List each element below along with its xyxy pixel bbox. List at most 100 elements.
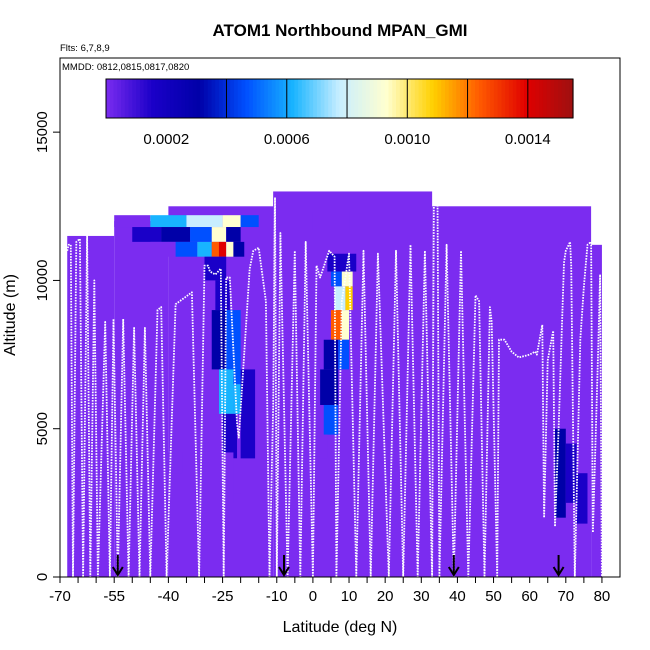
colorbar-cell-32	[226, 79, 231, 118]
colorbar-cell-43	[267, 79, 273, 118]
colorbar-cell-81	[411, 79, 416, 118]
heatmap-cell-29	[330, 271, 342, 287]
heatmap-cell-32	[345, 286, 353, 311]
heatmap-cell-38	[323, 404, 339, 435]
heatmap-cell-16	[233, 241, 245, 257]
colorbar-cell-90	[444, 79, 450, 118]
colorbar-cell-79	[403, 79, 408, 118]
colorbar-cell-11	[147, 79, 152, 118]
colorbar-cell-87	[433, 79, 439, 118]
colorbar-cell-119	[554, 79, 559, 118]
colorbar-cell-107	[508, 79, 514, 118]
heatmap-cell-0	[114, 215, 151, 228]
colorbar-cell-113	[531, 79, 536, 118]
y-tick-label-2: 10000	[34, 260, 51, 302]
x-tick-label-3: -25	[212, 588, 234, 605]
heatmap-cell-18	[215, 280, 230, 311]
colorbar-cell-88	[437, 79, 442, 118]
colorbar-cell-66	[354, 79, 359, 118]
heatmap-cell-28	[327, 253, 357, 272]
heatmap-cell-22	[233, 384, 245, 414]
colorbar-cell-92	[452, 79, 457, 118]
colorbar-cell-117	[546, 79, 552, 118]
colorbar-cell-67	[358, 79, 363, 118]
colorbar-cell-47	[283, 79, 288, 118]
colorbar-cell-8	[136, 79, 141, 118]
colorbar-cell-118	[550, 79, 555, 118]
colorbar-tick-label-1: 0.0006	[264, 131, 310, 148]
colorbar-cell-61	[335, 79, 341, 118]
heatmap-cell-36	[338, 339, 350, 370]
colorbar-cell-68	[362, 79, 367, 118]
colorbar-tick-label-3: 0.0014	[505, 131, 551, 148]
colorbar-cell-36	[241, 79, 246, 118]
heatmap-cell-2	[186, 215, 223, 228]
colorbar-cell-20	[181, 79, 186, 118]
heatmap-cell-7	[190, 227, 212, 242]
colorbar-cell-9	[139, 79, 145, 118]
colorbar-cell-64	[347, 79, 352, 118]
colorbar-cell-22	[188, 79, 194, 118]
colorbar-cell-115	[539, 79, 544, 118]
colorbar-cell-39	[252, 79, 258, 118]
colorbar-cell-120	[557, 79, 563, 118]
colorbar-cell-108	[512, 79, 518, 118]
heatmap-cell-17	[204, 256, 227, 281]
colorbar-cell-83	[418, 79, 423, 118]
colorbar-tick-label-0: 0.0002	[143, 131, 189, 148]
heatmap-cell-3	[222, 215, 241, 228]
colorbar-cell-63	[343, 79, 348, 118]
heatmap-cell-26	[276, 215, 288, 236]
heatmap-cell-41	[554, 428, 566, 518]
heatmap-region-4	[432, 206, 592, 578]
colorbar-cells	[106, 79, 574, 118]
colorbar-cell-28	[211, 79, 216, 118]
colorbar-cell-85	[426, 79, 431, 118]
colorbar-cell-2	[113, 79, 118, 118]
colorbar-cell-51	[298, 79, 303, 118]
colorbar-cell-40	[256, 79, 262, 118]
colorbar-cell-25	[200, 79, 205, 118]
colorbar-cell-94	[460, 79, 465, 118]
heatmap-cell-4	[240, 215, 259, 228]
colorbar-cell-89	[441, 79, 446, 118]
heatmap-cell-8	[211, 227, 227, 242]
colorbar-ticks: 0.0002 0.0006 0.0010 0.0014	[143, 131, 550, 148]
colorbar-cell-4	[121, 79, 126, 118]
colorbar-cell-46	[279, 79, 284, 118]
colorbar-cell-58	[324, 79, 329, 118]
heatmap-cell-6	[161, 227, 191, 242]
colorbar-cell-62	[339, 79, 344, 118]
colorbar-cell-7	[132, 79, 137, 118]
heatmap-cell-31	[334, 286, 346, 311]
colorbar-cell-78	[399, 79, 405, 118]
heatmap-cell-43	[576, 473, 588, 524]
colorbar-cell-109	[516, 79, 521, 118]
heatmap-cell-1	[150, 215, 187, 228]
x-tick-label-7: 20	[377, 588, 394, 605]
flight-track-line	[66, 196, 603, 578]
colorbar-cell-77	[395, 79, 401, 118]
x-tick-label-0: -70	[49, 588, 71, 605]
colorbar-cell-6	[128, 79, 133, 118]
y-axis-label: Altitude (m)	[2, 274, 19, 356]
colorbar-cell-112	[527, 79, 533, 118]
colorbar-cell-96	[467, 79, 472, 118]
colorbar-cell-70	[369, 79, 374, 118]
colorbar-cell-75	[388, 79, 393, 118]
colorbar-cell-5	[124, 79, 130, 118]
x-tick-label-6: 10	[341, 588, 358, 605]
colorbar-cell-114	[535, 79, 540, 118]
heatmap-cell-12	[197, 241, 212, 257]
x-tick-label-4: -10	[266, 588, 288, 605]
colorbar-cell-80	[407, 79, 412, 118]
colorbar-cell-76	[392, 79, 397, 118]
arrow-marker-1	[278, 555, 290, 577]
heatmap-cell-23	[222, 413, 238, 459]
heatmap-cell-15	[226, 241, 234, 257]
colorbar-cell-74	[384, 79, 390, 118]
y-tick-label-3: 15000	[34, 111, 51, 153]
colorbar-cell-13	[154, 79, 160, 118]
colorbar-cell-111	[524, 79, 529, 118]
colorbar-cell-14	[158, 79, 164, 118]
